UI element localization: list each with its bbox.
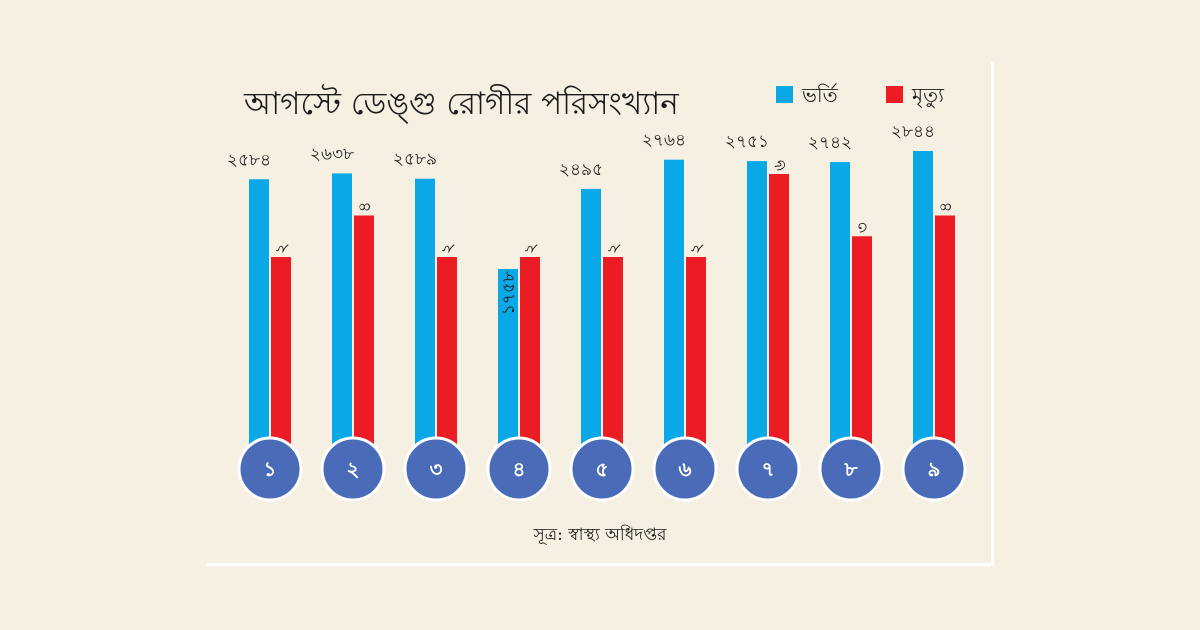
day-label-3: ৩ [429, 457, 442, 481]
bar-deaths-5 [603, 257, 623, 472]
day-circle-4 [486, 436, 552, 502]
bar-deaths-6 [686, 257, 706, 472]
day-label-4: ৪ [513, 457, 526, 481]
bar-deaths-2 [354, 215, 374, 472]
day-circle-6 [652, 436, 718, 502]
label-admitted-8: ২৭৪২ [808, 133, 852, 153]
bar-deaths-1 [271, 257, 291, 472]
label-deaths-8: ৩ [853, 222, 873, 233]
bar-admitted-6 [664, 159, 684, 472]
bar-deaths-9 [935, 215, 955, 472]
label-deaths-2: ৪ [355, 201, 375, 212]
label-admitted-6: ২৭৬৪ [642, 131, 686, 151]
bar-admitted-5 [581, 188, 601, 472]
day-label-5: ৫ [596, 457, 609, 481]
label-admitted-5: ২৪৯৫ [559, 160, 603, 180]
label-deaths-6: ২ [687, 243, 707, 254]
day-circle-9 [901, 436, 967, 502]
bar-admitted-1 [249, 179, 269, 472]
label-deaths-7: ৬ [770, 160, 790, 171]
legend-label-admitted: ভর্তি [801, 83, 839, 107]
label-admitted-3: ২৫৮৯ [393, 150, 437, 170]
day-circle-3 [403, 436, 469, 502]
legend-swatch-deaths [886, 86, 903, 103]
label-deaths-5: ২ [604, 243, 624, 254]
bar-admitted-3 [415, 178, 435, 472]
legend-label-deaths: মৃত্যু [911, 83, 945, 108]
label-admitted-9: ২৮৪৪ [891, 122, 935, 142]
bar-admitted-4 [498, 269, 518, 472]
legend-swatch-admitted [776, 86, 793, 103]
day-label-2: ২ [346, 457, 359, 481]
bar-admitted-8 [830, 162, 850, 472]
day-label-1: ১ [264, 457, 277, 481]
chart-title: আগস্টে ডেঙ্গু রোগীর পরিসংখ্যান [243, 84, 679, 124]
day-circle-8 [818, 436, 884, 502]
label-admitted-1: ২৫৮৪ [227, 150, 271, 170]
chart-panel: আগস্টে ডেঙ্গু রোগীর পরিসংখ্যান ভর্তি মৃত… [206, 62, 994, 566]
day-circle-7 [735, 436, 801, 502]
day-circle-1 [237, 436, 303, 502]
day-markers-group: ১ ২ ৩ ৪ ৫ ৬ ৭ ৮ ৯ [237, 436, 967, 502]
label-admitted-2: ২৬৩৮ [310, 144, 354, 164]
day-label-6: ৬ [678, 457, 691, 481]
bar-deaths-3 [437, 257, 457, 472]
bar-deaths-8 [852, 236, 872, 472]
label-admitted-4: ১৭৫৮ [499, 271, 519, 315]
bar-deaths-4 [520, 257, 540, 472]
bar-admitted-9 [913, 151, 933, 472]
day-label-8: ৮ [844, 457, 859, 481]
source-note: সূত্র: স্বাস্থ্য অধিদপ্তর [532, 524, 667, 545]
bar-deaths-7 [769, 174, 789, 472]
day-label-7: ৭ [761, 457, 774, 481]
dengue-chart: আগস্টে ডেঙ্গু রোগীর পরিসংখ্যান ভর্তি মৃত… [227, 83, 967, 545]
day-circle-5 [569, 436, 635, 502]
bar-admitted-7 [747, 161, 767, 472]
label-deaths-4: ২ [521, 243, 541, 254]
label-deaths-1: ২ [272, 243, 292, 254]
label-deaths-3: ২ [438, 243, 458, 254]
day-label-9: ৯ [928, 457, 941, 481]
day-circle-2 [320, 436, 386, 502]
label-deaths-9: ৪ [936, 201, 956, 212]
label-admitted-7: ২৭৫১ [725, 132, 769, 152]
bar-admitted-2 [332, 173, 352, 472]
